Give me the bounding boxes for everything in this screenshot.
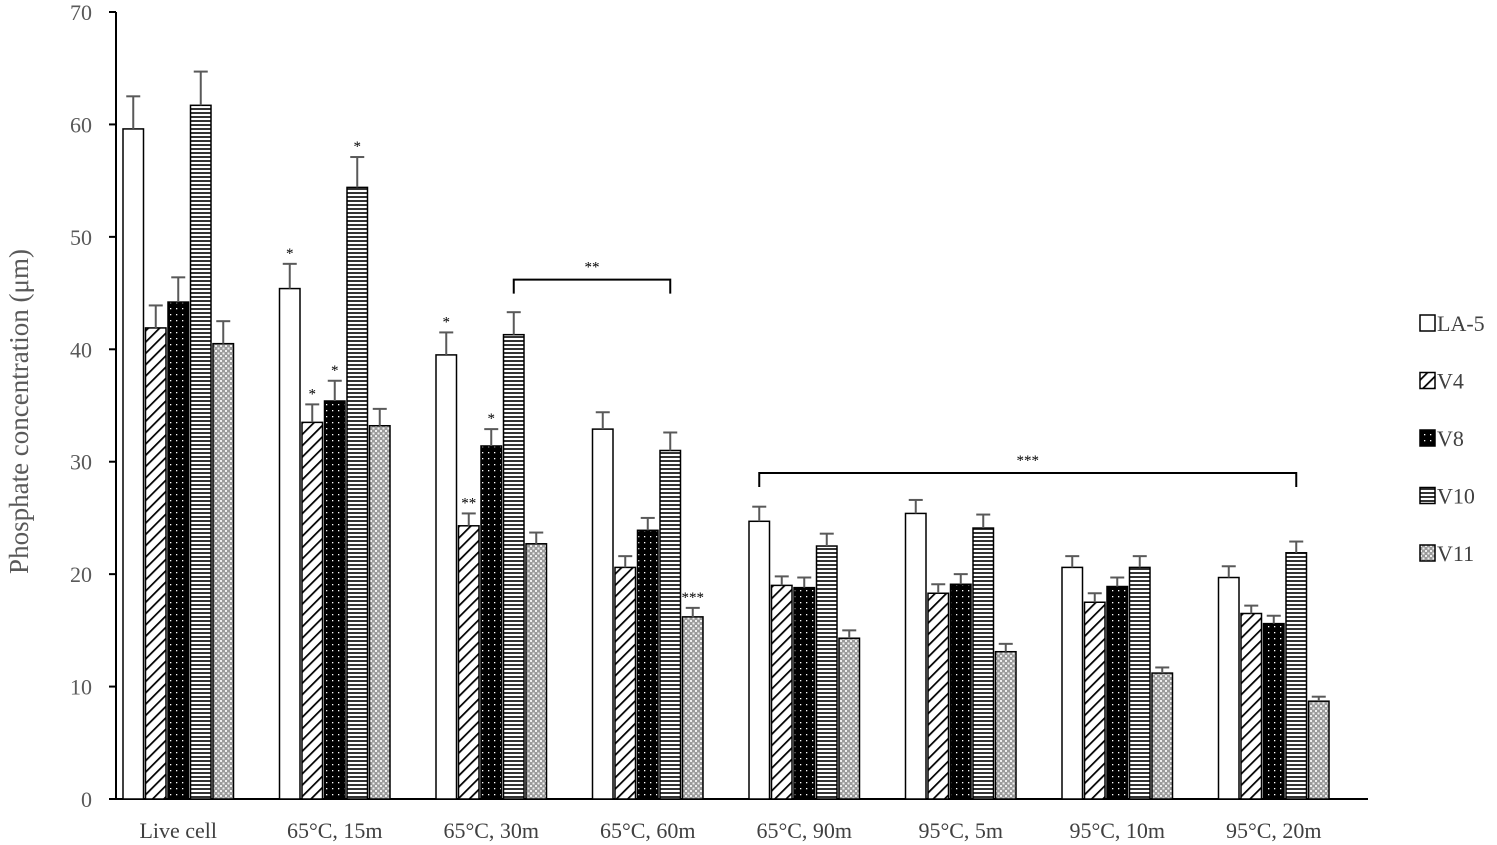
bar bbox=[1083, 601, 1106, 800]
category-label: 65°C, 60m bbox=[600, 818, 696, 843]
error-bars bbox=[126, 70, 1326, 702]
bar bbox=[212, 342, 235, 800]
bar bbox=[659, 449, 682, 800]
significance-mark: ** bbox=[461, 495, 476, 511]
y-tick-label: 50 bbox=[70, 225, 92, 250]
y-tick-label: 20 bbox=[70, 562, 92, 587]
bar bbox=[502, 333, 525, 800]
bar bbox=[949, 583, 972, 800]
category-label: 65°C, 30m bbox=[443, 818, 539, 843]
significance-marks: *********** bbox=[286, 139, 704, 606]
bar bbox=[1262, 622, 1285, 800]
significance-mark: * bbox=[331, 363, 339, 379]
bar bbox=[591, 428, 614, 800]
legend-swatch bbox=[1419, 314, 1436, 332]
y-tick-label: 70 bbox=[70, 0, 92, 25]
category-label: 65°C, 90m bbox=[756, 818, 852, 843]
bar bbox=[1128, 566, 1151, 800]
bar bbox=[838, 637, 861, 800]
bar bbox=[636, 529, 659, 800]
bracket-label: *** bbox=[1017, 453, 1040, 469]
bar bbox=[927, 592, 950, 800]
bracket bbox=[758, 471, 1298, 487]
bar bbox=[1307, 700, 1330, 800]
category-label: 95°C, 10m bbox=[1069, 818, 1165, 843]
bar bbox=[480, 445, 503, 800]
bar bbox=[614, 566, 637, 800]
legend-label: V10 bbox=[1437, 484, 1475, 509]
significance-mark: * bbox=[488, 411, 496, 427]
y-tick-label: 0 bbox=[81, 787, 92, 812]
bar bbox=[1061, 566, 1084, 800]
bar bbox=[167, 301, 190, 800]
bar bbox=[368, 424, 391, 800]
bar bbox=[122, 128, 145, 800]
category-label: Live cell bbox=[139, 818, 217, 843]
bar bbox=[994, 650, 1017, 800]
significance-brackets: ***** bbox=[512, 260, 1298, 487]
y-tick-label: 60 bbox=[70, 112, 92, 137]
significance-mark: * bbox=[286, 246, 294, 262]
bar bbox=[904, 512, 927, 800]
bar bbox=[346, 186, 369, 800]
category-label: 95°C, 5m bbox=[918, 818, 1003, 843]
legend: LA-5 V4 V8 V10 V11 bbox=[1419, 311, 1485, 566]
bar bbox=[972, 527, 995, 800]
bar bbox=[278, 287, 301, 800]
axes: 0 10 20 30 40 50 60 70 bbox=[70, 0, 1368, 812]
legend-label: V4 bbox=[1437, 369, 1464, 394]
legend-swatch bbox=[1419, 544, 1436, 562]
category-label: 95°C, 20m bbox=[1226, 818, 1322, 843]
bar bbox=[1106, 585, 1129, 800]
bar bbox=[815, 545, 838, 800]
bar bbox=[189, 104, 212, 800]
significance-mark: * bbox=[354, 139, 362, 155]
bar bbox=[681, 616, 704, 800]
bar bbox=[1217, 576, 1240, 800]
bars bbox=[122, 104, 1330, 800]
bar bbox=[525, 543, 548, 800]
legend-swatch bbox=[1419, 486, 1436, 505]
bar bbox=[144, 327, 167, 800]
y-tick-label: 10 bbox=[70, 675, 92, 700]
legend-label: LA-5 bbox=[1437, 311, 1485, 336]
bar bbox=[770, 584, 793, 800]
legend-label: V11 bbox=[1437, 541, 1474, 566]
bar bbox=[748, 520, 771, 800]
legend-label: V8 bbox=[1437, 426, 1464, 451]
y-axis-label: Phosphate concentration (μm) bbox=[4, 249, 34, 574]
bar bbox=[1240, 612, 1263, 800]
significance-mark: * bbox=[443, 314, 451, 330]
significance-mark: * bbox=[309, 386, 317, 402]
bar bbox=[323, 400, 346, 800]
bar bbox=[1285, 552, 1308, 800]
bracket bbox=[512, 278, 672, 294]
bar bbox=[1151, 672, 1174, 800]
legend-swatch bbox=[1419, 429, 1436, 447]
bar bbox=[435, 354, 458, 800]
category-label: 65°C, 15m bbox=[287, 818, 383, 843]
bar bbox=[301, 421, 324, 800]
bar bbox=[457, 525, 480, 800]
significance-mark: *** bbox=[682, 590, 705, 606]
bracket-label: ** bbox=[585, 260, 600, 276]
y-tick-label: 40 bbox=[70, 337, 92, 362]
category-labels: Live cell 65°C, 15m 65°C, 30m 65°C, 60m 65°C… bbox=[139, 818, 1321, 843]
legend-swatch bbox=[1419, 371, 1436, 390]
bar bbox=[793, 586, 816, 800]
y-tick-label: 30 bbox=[70, 450, 92, 475]
